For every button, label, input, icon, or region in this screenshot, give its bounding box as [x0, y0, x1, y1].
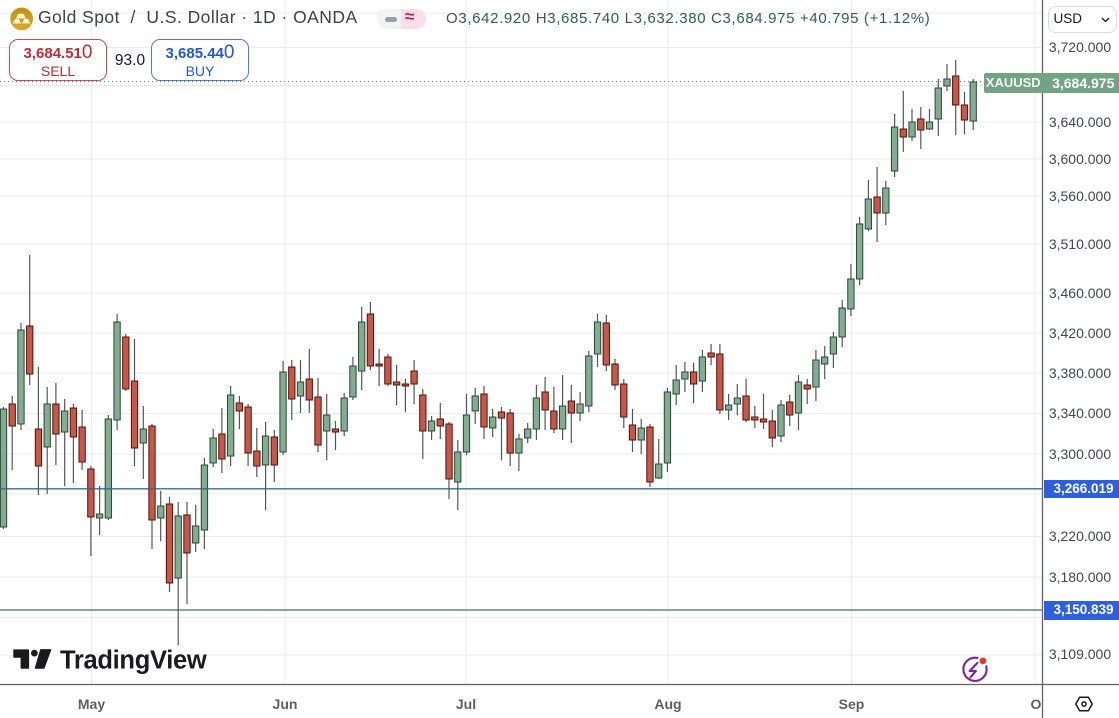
svg-text:TradingView: TradingView — [60, 646, 207, 674]
